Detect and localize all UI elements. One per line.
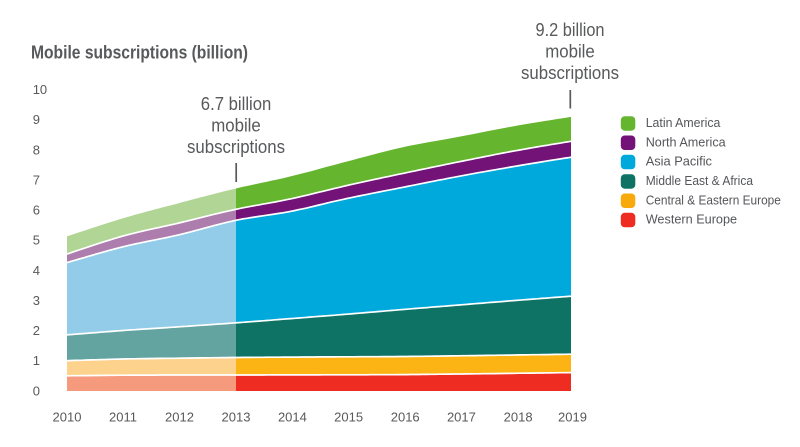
svg-text:2012: 2012 [165, 410, 194, 425]
svg-text:2016: 2016 [391, 410, 420, 425]
svg-text:2: 2 [33, 323, 40, 338]
svg-text:3: 3 [33, 293, 40, 308]
svg-text:2017: 2017 [447, 410, 476, 425]
svg-text:6: 6 [33, 203, 40, 218]
svg-text:mobile: mobile [211, 116, 261, 136]
svg-text:8: 8 [33, 142, 40, 157]
svg-text:6.7 billion: 6.7 billion [201, 94, 271, 114]
svg-text:2019: 2019 [558, 410, 587, 425]
svg-text:2015: 2015 [334, 410, 363, 425]
svg-text:5: 5 [33, 233, 40, 248]
svg-text:1: 1 [33, 353, 40, 368]
svg-text:4: 4 [33, 263, 40, 278]
svg-text:Mobile subscriptions (billion): Mobile subscriptions (billion) [31, 43, 248, 63]
svg-text:Western Europe: Western Europe [646, 212, 737, 227]
svg-text:9: 9 [33, 112, 40, 127]
svg-text:mobile: mobile [545, 42, 595, 62]
svg-text:2011: 2011 [109, 410, 137, 425]
svg-text:Asia Pacific: Asia Pacific [646, 154, 713, 169]
svg-text:North America: North America [646, 134, 727, 149]
svg-text:subscriptions: subscriptions [521, 63, 619, 83]
svg-text:9.2 billion: 9.2 billion [536, 20, 605, 40]
svg-text:10: 10 [33, 82, 47, 97]
svg-text:2010: 2010 [53, 410, 82, 425]
svg-text:2018: 2018 [504, 410, 533, 425]
svg-text:Central & Eastern Europe: Central & Eastern Europe [646, 192, 781, 207]
svg-text:0: 0 [33, 383, 40, 398]
svg-text:subscriptions: subscriptions [187, 137, 285, 157]
svg-text:Latin America: Latin America [646, 115, 721, 130]
svg-text:2014: 2014 [278, 410, 307, 425]
svg-text:2013: 2013 [222, 410, 251, 425]
svg-text:Middle East & Africa: Middle East & Africa [646, 173, 754, 188]
svg-text:7: 7 [33, 172, 40, 187]
